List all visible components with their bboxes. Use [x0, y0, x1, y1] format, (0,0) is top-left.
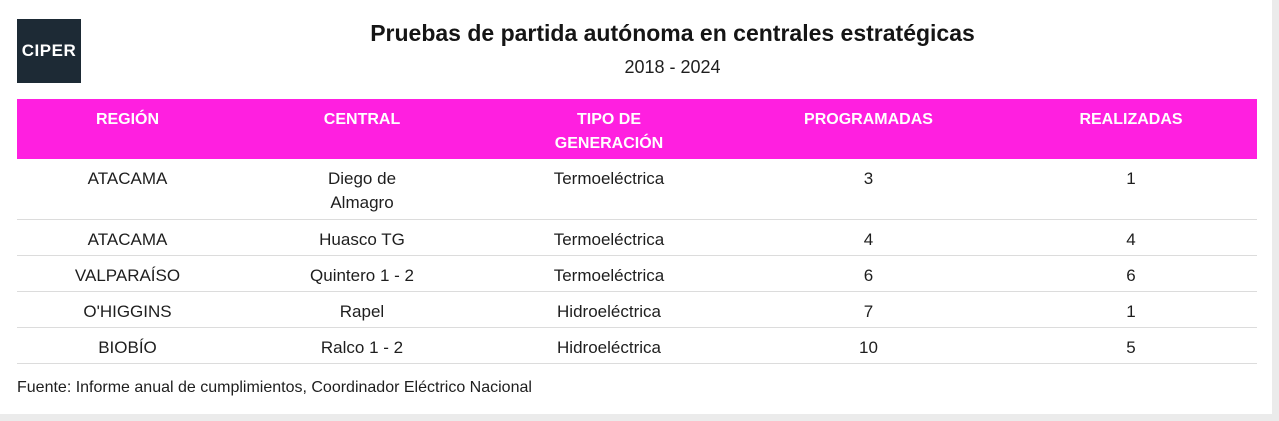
- chart-card: CIPER Pruebas de partida autónoma en cen…: [0, 0, 1272, 414]
- table-row: O'HIGGINS Rapel Hidroeléctrica 7 1: [17, 291, 1257, 328]
- table-header-row: REGIÓN CENTRAL TIPO DE GENERACIÓN PROGRA…: [17, 99, 1257, 159]
- cell-tipo: Termoeléctrica: [486, 219, 732, 256]
- cell-central: Rapel: [238, 291, 486, 328]
- column-header-tipo: TIPO DE GENERACIÓN: [486, 99, 732, 159]
- cell-programadas: 10: [732, 327, 1005, 364]
- column-header-central: CENTRAL: [323, 111, 401, 128]
- page-subtitle: 2018 - 2024: [624, 57, 721, 77]
- cell-tipo: Termoeléctrica: [486, 255, 732, 292]
- cell-programadas: 6: [732, 255, 1005, 292]
- table-row: VALPARAÍSO Quintero 1 - 2 Termoeléctrica…: [17, 255, 1257, 292]
- logo-text: CIPER: [21, 41, 77, 60]
- cell-realizadas: 4: [1005, 219, 1257, 256]
- cell-programadas: 3: [732, 159, 1005, 220]
- cell-programadas: 4: [732, 219, 1005, 256]
- cell-central: Diego de Almagro: [238, 159, 486, 220]
- cell-central: Ralco 1 - 2: [238, 327, 486, 364]
- cell-region: O'HIGGINS: [17, 291, 238, 328]
- table-row: ATACAMA Huasco TG Termoeléctrica 4 4: [17, 219, 1257, 256]
- cell-tipo: Termoeléctrica: [486, 159, 732, 220]
- cell-realizadas: 6: [1005, 255, 1257, 292]
- cell-realizadas: 1: [1005, 159, 1257, 220]
- ciper-logo: CIPER: [17, 19, 81, 83]
- cell-region: VALPARAÍSO: [17, 255, 238, 292]
- cell-tipo: Hidroeléctrica: [486, 327, 732, 364]
- cell-region: BIOBÍO: [17, 327, 238, 364]
- data-table: REGIÓN CENTRAL TIPO DE GENERACIÓN PROGRA…: [17, 99, 1257, 364]
- cell-central: Quintero 1 - 2: [238, 255, 486, 292]
- table-row: ATACAMA Diego de Almagro Termoeléctrica …: [17, 159, 1257, 220]
- source-note: Fuente: Informe anual de cumplimientos, …: [17, 379, 532, 396]
- cell-realizadas: 1: [1005, 291, 1257, 328]
- column-header-region: REGIÓN: [95, 111, 160, 128]
- cell-central: Huasco TG: [238, 219, 486, 256]
- column-header-programadas: PROGRAMADAS: [804, 111, 933, 128]
- column-header-realizadas: REALIZADAS: [1079, 111, 1183, 128]
- page-title: Pruebas de partida autónoma en centrales…: [370, 20, 975, 46]
- cell-tipo: Hidroeléctrica: [486, 291, 732, 328]
- column-header-tipo-label: TIPO DE GENERACIÓN: [554, 111, 664, 152]
- cell-realizadas: 5: [1005, 327, 1257, 364]
- cell-region: ATACAMA: [17, 159, 238, 220]
- cell-region: ATACAMA: [17, 219, 238, 256]
- table-row: BIOBÍO Ralco 1 - 2 Hidroeléctrica 10 5: [17, 327, 1257, 364]
- cell-programadas: 7: [732, 291, 1005, 328]
- cell-central-label: Diego de Almagro: [327, 169, 397, 212]
